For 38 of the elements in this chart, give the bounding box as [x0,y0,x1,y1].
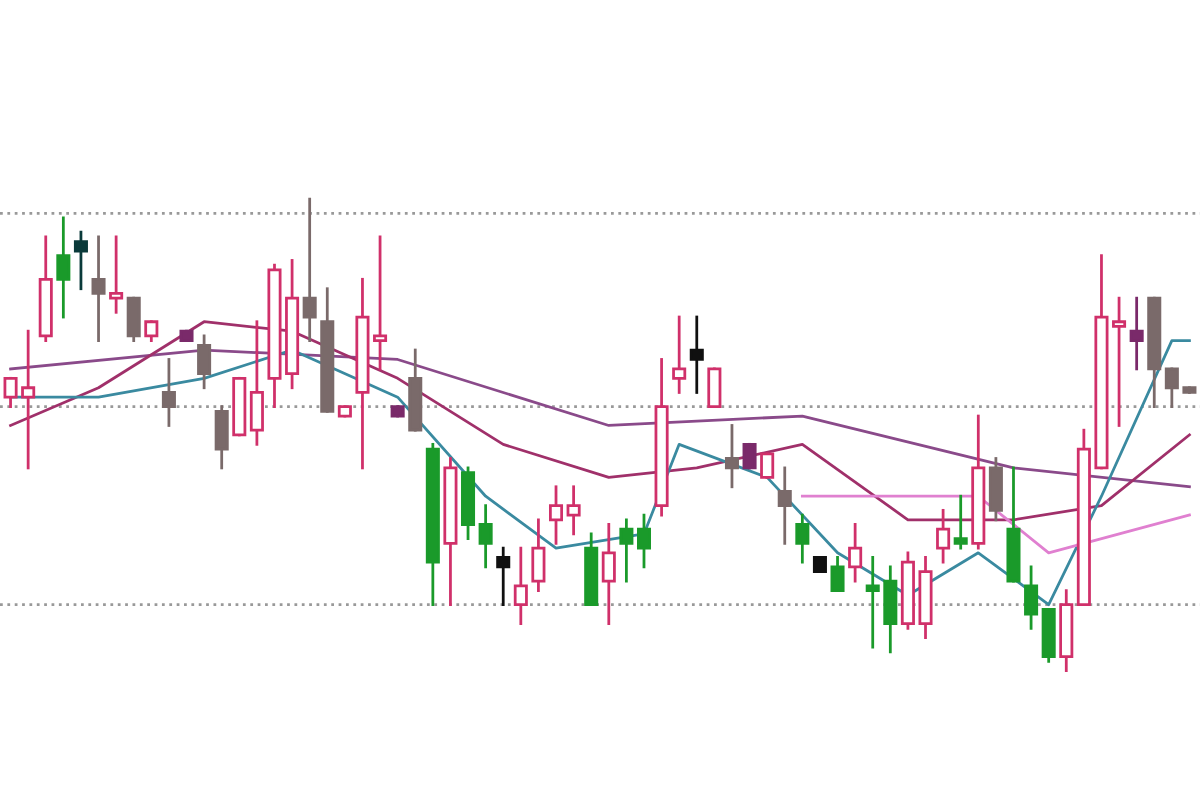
candlestick [830,556,845,592]
candlestick [795,513,810,564]
candlestick [126,296,141,342]
candlestick [619,518,634,583]
candlestick [531,518,546,592]
candlestick [936,508,951,564]
candlestick [724,424,739,489]
candlestick [373,235,388,371]
candlestick [161,358,176,427]
candlestick [742,442,757,470]
candlestick [214,405,229,470]
candlestick [197,334,212,390]
candlestick [848,523,863,583]
candlestick [109,235,124,314]
candlestick [1041,607,1056,663]
candlestick [302,197,317,342]
candlestick [988,457,1003,522]
candlestick [144,320,159,342]
candlestick [1129,296,1144,371]
candlestick [548,485,564,545]
candlestick [73,230,88,291]
candlestick [566,485,581,536]
candlestick [1112,296,1127,427]
candlestick [689,315,704,394]
candlestick [56,216,71,319]
candlestick [91,235,106,342]
candlestick [478,504,493,569]
candlestick [760,452,775,479]
candlestick [249,320,264,446]
candlestick [1024,565,1039,630]
candlestick [672,315,687,394]
candlestick [636,513,652,569]
candlestick [601,523,616,625]
candlestick [953,494,968,550]
candlestick [496,546,511,607]
candlestick [707,367,722,409]
candlestick [777,466,792,545]
candlestick [513,546,528,625]
